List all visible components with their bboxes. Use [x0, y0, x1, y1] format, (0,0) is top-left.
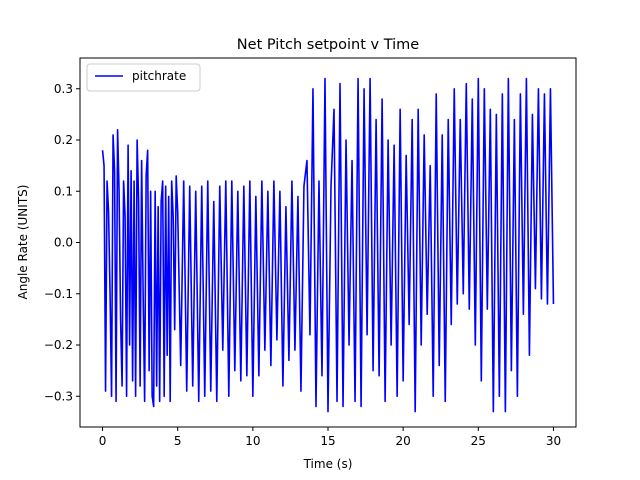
x-tick-label: 10: [245, 434, 260, 448]
y-axis-label: Angle Rate (UNITS): [16, 185, 30, 300]
x-tick-label: 15: [320, 434, 335, 448]
x-tick-label: 20: [396, 434, 411, 448]
series-line-pitchrate: [101, 77, 555, 413]
y-tick-label: −0.3: [44, 389, 73, 403]
x-tick-label: 0: [99, 434, 107, 448]
plot-area: [101, 77, 555, 413]
legend-box: [86, 63, 201, 92]
x-tick-label: 5: [174, 434, 182, 448]
x-tick-label: 30: [546, 434, 561, 448]
legend: pitchrate: [86, 63, 201, 92]
y-tick-label: 0.1: [54, 184, 73, 198]
x-axis-ticks: 0 5 10 15 20 25 30: [99, 427, 561, 448]
legend-label: pitchrate: [132, 69, 186, 83]
y-axis-ticks: −0.3 −0.2 −0.1 0.0 0.1 0.2 0.3: [44, 82, 80, 403]
x-axis-label: Time (s): [303, 457, 353, 471]
x-tick-label: 25: [471, 434, 486, 448]
y-tick-label: 0.0: [54, 236, 73, 250]
y-tick-label: −0.2: [44, 338, 73, 352]
y-tick-label: 0.3: [54, 82, 73, 96]
chart-title: Net Pitch setpoint v Time: [237, 37, 419, 53]
y-tick-label: 0.2: [54, 133, 73, 147]
y-tick-label: −0.1: [44, 287, 73, 301]
